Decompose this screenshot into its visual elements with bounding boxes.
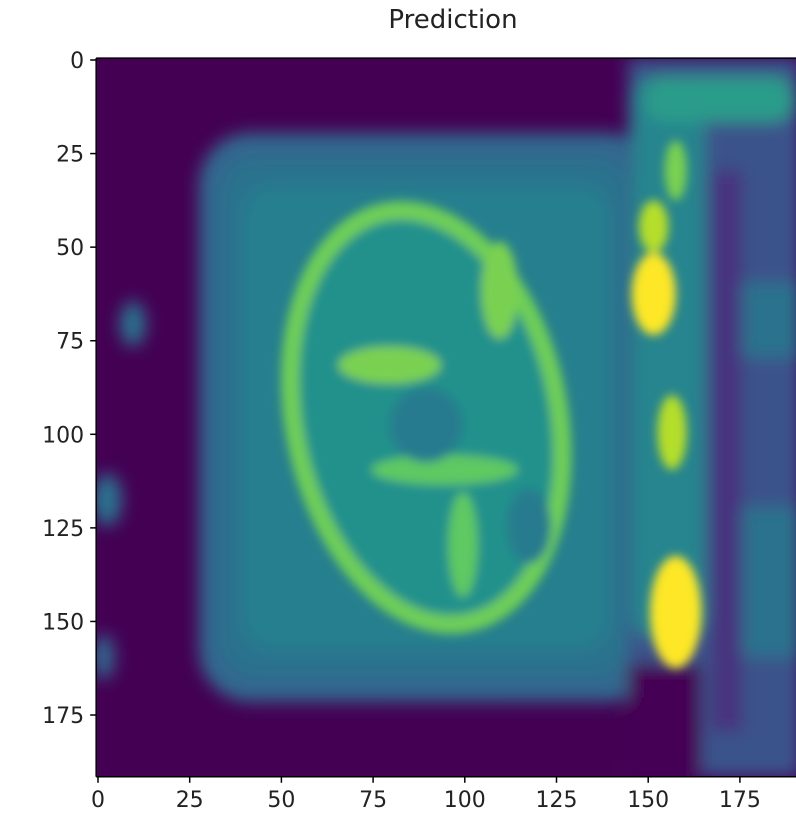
x-tick-label: 75: [359, 788, 387, 813]
y-tick-label: 25: [56, 143, 84, 168]
x-tick-label: 50: [267, 788, 295, 813]
x-tick-label: 100: [444, 788, 486, 813]
x-tick-label: 25: [176, 788, 204, 813]
chart: Prediction: [0, 0, 796, 824]
y-tick-label: 125: [42, 517, 84, 542]
y-tick-label: 150: [42, 610, 84, 635]
y-tick-label: 0: [70, 49, 84, 74]
image: [92, 58, 796, 777]
y-tick-label: 75: [56, 330, 84, 355]
x-tick-label: 150: [627, 788, 669, 813]
y-tick-label: 50: [56, 236, 84, 261]
y-tick-label: 175: [42, 704, 84, 729]
y-tick-label: 100: [42, 423, 84, 448]
x-tick-label: 125: [536, 788, 578, 813]
x-tick-label: 175: [719, 788, 761, 813]
x-tick-label: 0: [91, 788, 105, 813]
page: {"chart_data": {"type": "image", "title"…: [0, 0, 796, 824]
chart-title: Prediction: [388, 5, 517, 35]
